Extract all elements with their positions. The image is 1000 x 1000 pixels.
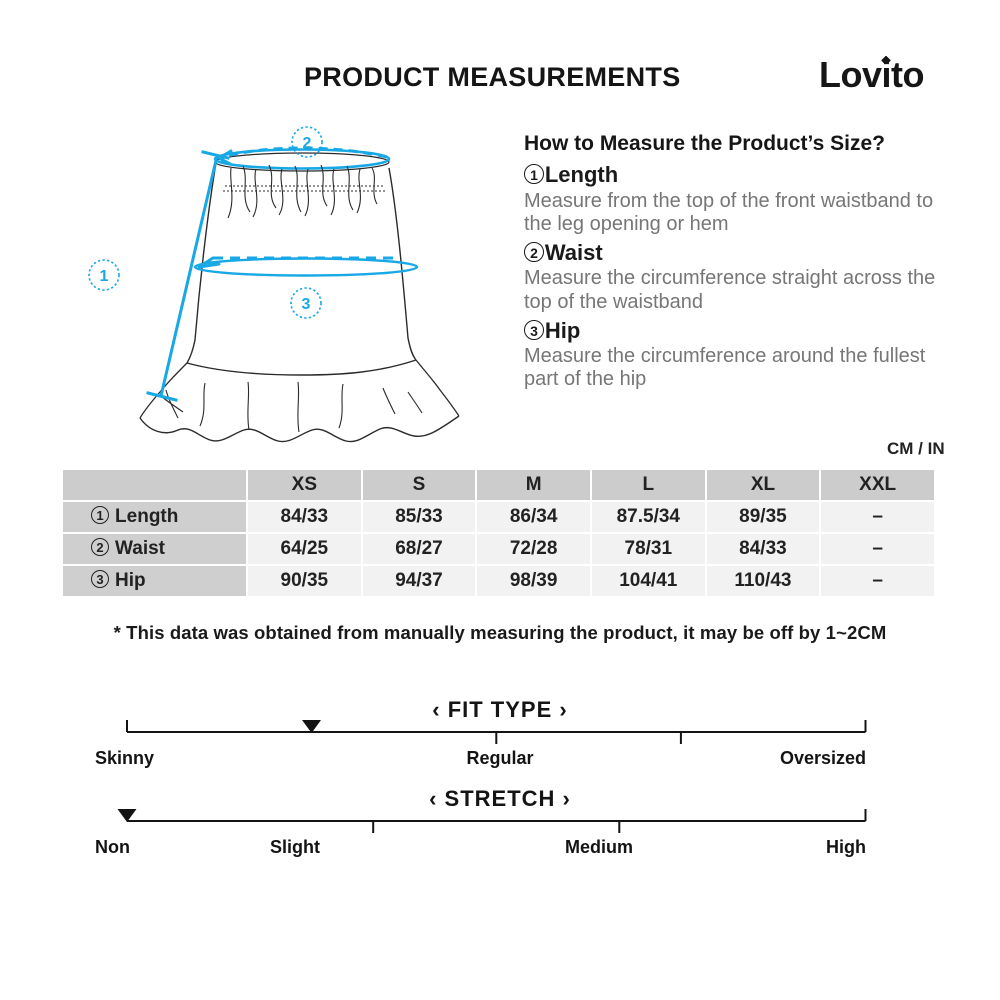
svg-text:1: 1: [100, 268, 109, 285]
svg-text:3: 3: [302, 296, 311, 313]
svg-text:2: 2: [303, 135, 312, 152]
